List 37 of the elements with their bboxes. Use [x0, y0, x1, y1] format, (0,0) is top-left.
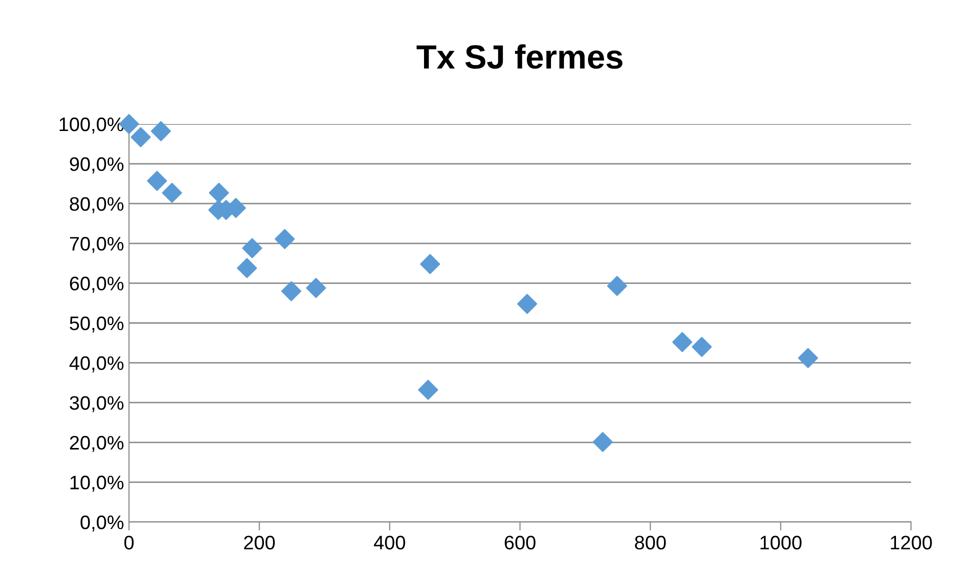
- point: [147, 170, 168, 191]
- y-tick-label: 90,0%: [70, 157, 124, 174]
- point: [242, 238, 262, 258]
- y-tick-label: 10,0%: [70, 476, 124, 492]
- point: [208, 182, 229, 203]
- y-tick-label: 80,0%: [70, 197, 124, 214]
- x-tick-label: 0: [124, 536, 134, 550]
- x-tick-label: 1000: [760, 536, 802, 550]
- point: [274, 229, 295, 250]
- x-tick-label: 1200: [890, 536, 932, 550]
- point: [420, 254, 440, 274]
- point: [798, 348, 818, 368]
- point: [281, 281, 302, 302]
- x-tick-label: 400: [374, 536, 406, 550]
- y-tick-label: 50,0%: [70, 316, 124, 333]
- chart-title: Tx SJ fermes: [416, 44, 622, 69]
- y-tick-label: 70,0%: [70, 236, 124, 253]
- y-tick-label: 30,0%: [70, 396, 124, 412]
- x-tick-label: 200: [244, 536, 275, 550]
- x-tick-label: 800: [634, 536, 666, 550]
- point: [672, 332, 692, 352]
- point: [517, 294, 538, 314]
- point: [162, 182, 182, 203]
- y-tick-label: 40,0%: [69, 356, 124, 372]
- point: [692, 336, 712, 357]
- y-tick-label: 20,0%: [70, 436, 124, 452]
- point: [607, 276, 628, 296]
- point: [150, 121, 171, 142]
- x-tick-label: 600: [504, 536, 536, 550]
- point: [306, 278, 326, 298]
- point: [418, 380, 438, 400]
- y-tick-label: 0,0%: [80, 515, 124, 532]
- point: [592, 432, 613, 452]
- point: [236, 258, 257, 278]
- point: [130, 127, 151, 148]
- y-tick-label: 60,0%: [70, 276, 124, 293]
- y-tick-label: 100,0%: [60, 117, 124, 134]
